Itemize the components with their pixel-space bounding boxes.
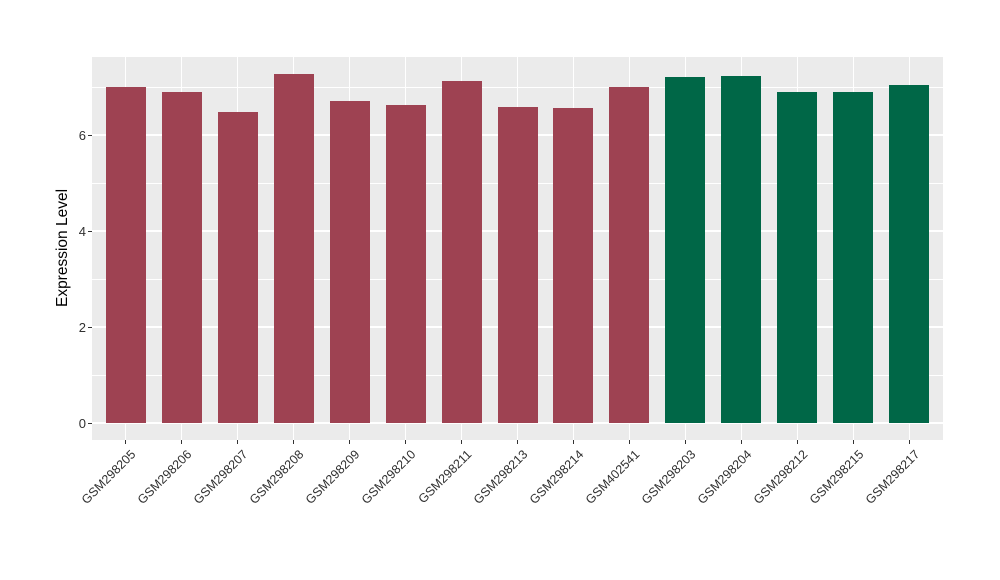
y-tick-label: 2: [78, 319, 86, 335]
x-tick-mark: [796, 440, 799, 444]
y-tick-mark: [88, 422, 92, 424]
y-tick-mark: [88, 230, 92, 232]
x-tick-label: GSM298215: [807, 447, 867, 507]
x-tick-label: GSM298212: [751, 447, 811, 507]
x-tick-mark: [908, 440, 910, 444]
x-tick-mark: [348, 440, 351, 444]
x-tick-label: GSM298213: [471, 447, 531, 507]
bar-GSM298215: [833, 91, 874, 423]
bar-GSM298212: [777, 91, 818, 423]
x-tick-mark: [404, 440, 407, 444]
x-tick-mark: [516, 440, 519, 444]
x-tick-label: GSM298209: [303, 447, 363, 507]
bar-GSM298214: [553, 108, 594, 423]
x-tick-label: GSM298206: [135, 447, 195, 507]
y-tick-label: 4: [78, 223, 86, 239]
x-tick-mark: [684, 440, 687, 444]
y-tick-mark: [88, 326, 92, 328]
x-tick-mark: [572, 440, 575, 444]
y-tick-mark: [88, 134, 92, 136]
bar-GSM298205: [105, 87, 146, 423]
x-tick-label: GSM298217: [863, 447, 923, 507]
y-tick-label: 0: [78, 415, 86, 431]
x-tick-mark: [124, 440, 127, 444]
bar-GSM298217: [889, 85, 930, 423]
x-tick-label: GSM298214: [527, 447, 587, 507]
bar-GSM298210: [385, 104, 426, 423]
x-tick-mark: [852, 440, 854, 444]
bar-GSM298204: [721, 75, 762, 423]
x-tick-label: GSM298211: [415, 447, 475, 507]
bar-GSM298207: [217, 111, 258, 423]
x-tick-mark: [740, 440, 743, 444]
x-tick-mark: [628, 440, 631, 444]
x-tick-label: GSM402541: [583, 447, 643, 507]
y-axis-title: Expression Level: [54, 188, 71, 308]
y-tick-label: 6: [78, 127, 86, 143]
bar-GSM298213: [497, 107, 538, 423]
x-tick-label: GSM298203: [639, 447, 699, 507]
plot-panel: [92, 57, 943, 440]
x-tick-label: GSM298204: [695, 447, 755, 507]
bar-GSM298206: [161, 91, 202, 423]
x-tick-mark: [180, 440, 183, 444]
x-tick-label: GSM298208: [247, 447, 307, 507]
bar-GSM298208: [273, 74, 314, 423]
x-tick-mark: [236, 440, 239, 444]
x-tick-label: GSM298205: [79, 447, 139, 507]
x-tick-mark: [292, 440, 295, 444]
bar-GSM298209: [329, 100, 370, 423]
x-tick-label: GSM298210: [359, 447, 419, 507]
x-tick-label: GSM298207: [191, 447, 251, 507]
x-tick-mark: [460, 440, 463, 444]
bar-GSM298211: [441, 80, 482, 423]
bar-GSM298203: [665, 76, 706, 423]
bar-GSM402541: [609, 87, 650, 423]
